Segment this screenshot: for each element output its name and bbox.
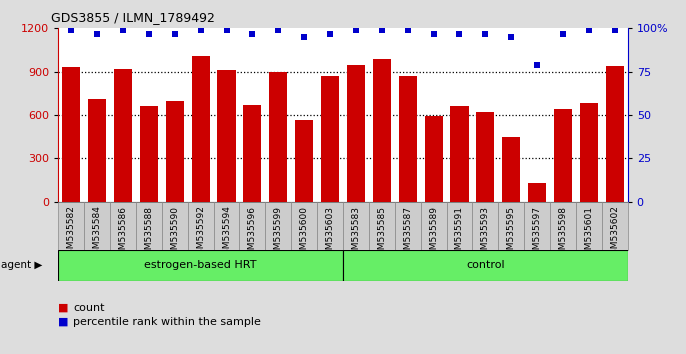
Text: GSM535585: GSM535585 <box>377 206 386 261</box>
Point <box>506 34 517 40</box>
Bar <box>84 202 110 250</box>
Bar <box>140 106 158 202</box>
Bar <box>217 70 235 202</box>
Point <box>221 27 232 33</box>
Bar <box>317 202 343 250</box>
Bar <box>343 202 369 250</box>
Text: ■: ■ <box>58 303 69 313</box>
Bar <box>188 202 213 250</box>
Point <box>583 27 594 33</box>
Text: GSM535598: GSM535598 <box>558 206 567 261</box>
Bar <box>88 99 106 202</box>
Text: GSM535587: GSM535587 <box>403 206 412 261</box>
Text: GSM535591: GSM535591 <box>455 206 464 261</box>
Bar <box>265 202 292 250</box>
Bar <box>162 202 188 250</box>
Point <box>428 31 439 36</box>
Text: GSM535596: GSM535596 <box>248 206 257 261</box>
Text: GSM535599: GSM535599 <box>274 206 283 261</box>
Bar <box>550 202 576 250</box>
Bar <box>447 202 473 250</box>
Text: GSM535588: GSM535588 <box>144 206 154 261</box>
Text: GSM535603: GSM535603 <box>326 206 335 261</box>
Text: GSM535584: GSM535584 <box>93 206 102 261</box>
Bar <box>528 183 546 202</box>
Bar <box>292 202 317 250</box>
Bar <box>369 202 394 250</box>
Text: GSM535590: GSM535590 <box>170 206 179 261</box>
Point <box>92 31 103 36</box>
Point <box>66 27 77 33</box>
Text: GSM535583: GSM535583 <box>351 206 360 261</box>
Bar <box>554 109 572 202</box>
Bar <box>321 76 339 202</box>
Point <box>402 27 413 33</box>
Bar <box>347 65 365 202</box>
Bar <box>580 103 598 202</box>
Bar <box>451 105 469 202</box>
Bar <box>213 202 239 250</box>
Text: GSM535602: GSM535602 <box>611 206 619 261</box>
Point <box>196 27 206 33</box>
Bar <box>399 76 417 202</box>
Text: GSM535594: GSM535594 <box>222 206 231 261</box>
Text: GSM535597: GSM535597 <box>532 206 542 261</box>
Point <box>247 31 258 36</box>
Text: control: control <box>466 261 505 270</box>
Text: agent ▶: agent ▶ <box>1 261 43 270</box>
Bar <box>166 101 184 202</box>
Text: GSM535586: GSM535586 <box>119 206 128 261</box>
Bar <box>421 202 447 250</box>
Point <box>558 31 569 36</box>
Point <box>273 27 284 33</box>
Point <box>143 31 154 36</box>
Bar <box>394 202 421 250</box>
Text: GSM535589: GSM535589 <box>429 206 438 261</box>
Bar <box>602 202 628 250</box>
Text: GSM535592: GSM535592 <box>196 206 205 261</box>
Bar <box>502 137 520 202</box>
Bar <box>239 202 265 250</box>
Bar <box>58 250 343 281</box>
Bar <box>114 69 132 202</box>
Text: estrogen-based HRT: estrogen-based HRT <box>145 261 257 270</box>
Bar <box>606 66 624 202</box>
Bar <box>498 202 524 250</box>
Bar <box>62 67 80 202</box>
Bar <box>473 202 498 250</box>
Bar <box>110 202 136 250</box>
Text: GSM535600: GSM535600 <box>300 206 309 261</box>
Point <box>609 27 620 33</box>
Point <box>377 27 388 33</box>
Text: ■: ■ <box>58 317 69 327</box>
Text: GSM535593: GSM535593 <box>481 206 490 261</box>
Bar <box>372 59 391 202</box>
Point <box>532 62 543 68</box>
Text: GDS3855 / ILMN_1789492: GDS3855 / ILMN_1789492 <box>51 11 215 24</box>
Text: GSM535595: GSM535595 <box>507 206 516 261</box>
Point <box>117 27 128 33</box>
Bar <box>191 56 210 202</box>
Bar <box>524 202 550 250</box>
Bar <box>244 105 261 202</box>
Bar <box>576 202 602 250</box>
Bar <box>425 116 442 202</box>
Text: GSM535582: GSM535582 <box>67 206 75 261</box>
Bar <box>58 202 84 250</box>
Point <box>169 31 180 36</box>
Point <box>324 31 335 36</box>
Bar <box>343 250 628 281</box>
Text: percentile rank within the sample: percentile rank within the sample <box>73 317 261 327</box>
Text: count: count <box>73 303 105 313</box>
Bar <box>476 112 495 202</box>
Bar <box>295 120 314 202</box>
Point <box>351 27 362 33</box>
Point <box>298 34 309 40</box>
Text: GSM535601: GSM535601 <box>584 206 593 261</box>
Bar <box>269 72 287 202</box>
Point <box>480 31 491 36</box>
Bar <box>136 202 162 250</box>
Point <box>454 31 465 36</box>
